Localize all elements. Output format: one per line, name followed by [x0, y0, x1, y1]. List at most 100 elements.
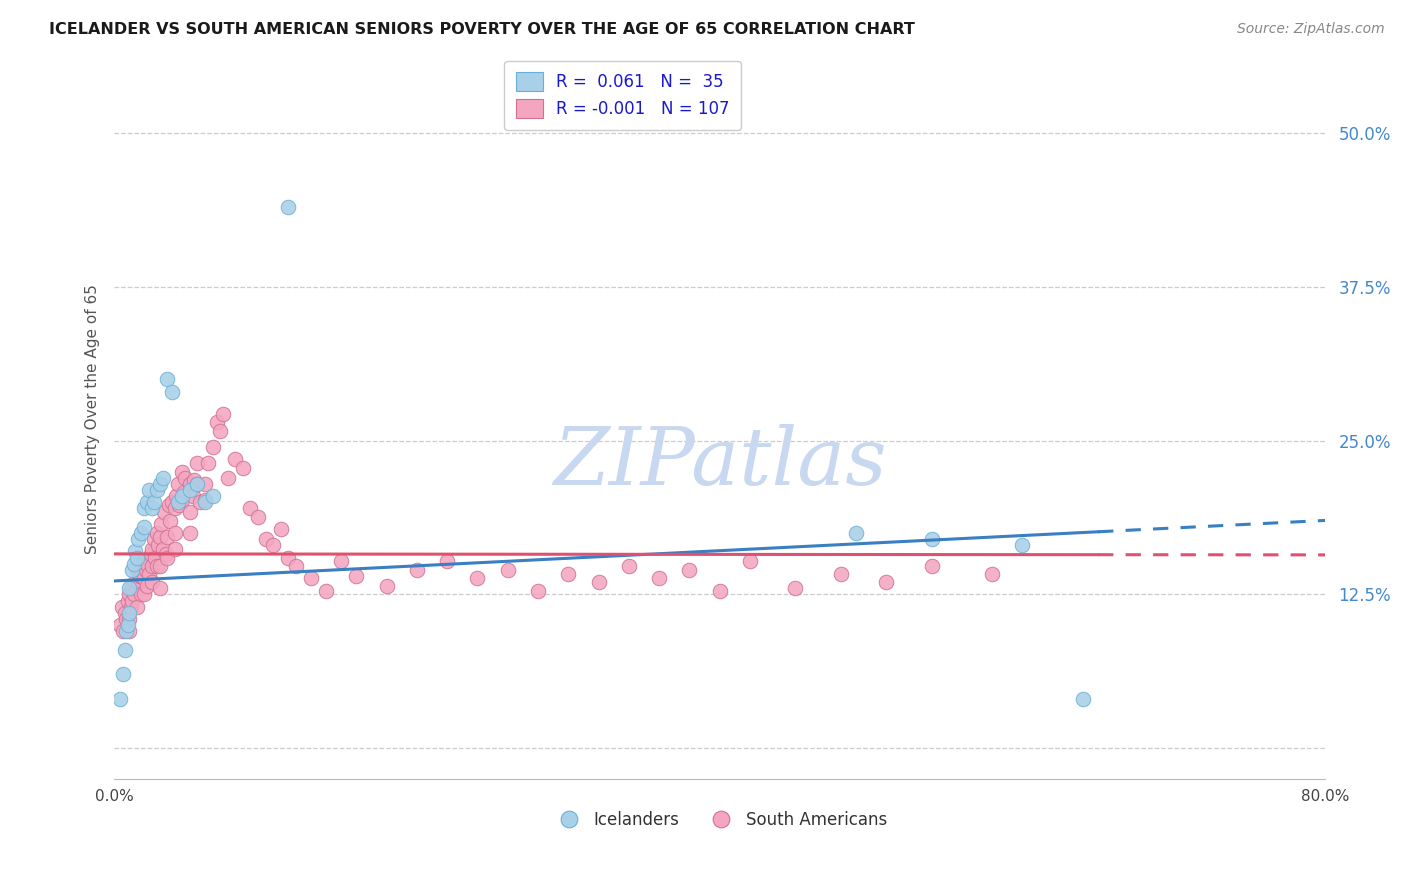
Point: [921, 559, 943, 574]
Point: [117, 593, 139, 607]
Point: [160, 384, 183, 399]
Point: [115, 612, 138, 626]
Point: [146, 538, 169, 552]
Point: [212, 407, 235, 421]
Point: [205, 415, 228, 429]
Point: [172, 465, 194, 479]
Point: [239, 501, 262, 516]
Point: [138, 483, 160, 497]
Point: [284, 559, 307, 574]
Point: [110, 618, 132, 632]
Point: [136, 579, 159, 593]
Point: [127, 532, 149, 546]
Point: [134, 554, 156, 568]
Point: [174, 470, 197, 484]
Point: [527, 583, 550, 598]
Point: [217, 470, 239, 484]
Point: [190, 495, 212, 509]
Y-axis label: Seniors Poverty Over the Age of 65: Seniors Poverty Over the Age of 65: [86, 285, 100, 554]
Point: [981, 566, 1004, 581]
Point: [143, 550, 166, 565]
Text: ICELANDER VS SOUTH AMERICAN SENIORS POVERTY OVER THE AGE OF 65 CORRELATION CHART: ICELANDER VS SOUTH AMERICAN SENIORS POVE…: [49, 22, 915, 37]
Point: [149, 559, 172, 574]
Point: [118, 606, 141, 620]
Point: [169, 498, 191, 512]
Point: [156, 550, 179, 565]
Point: [406, 563, 429, 577]
Point: [141, 541, 163, 556]
Point: [166, 495, 188, 509]
Point: [138, 566, 160, 581]
Point: [141, 559, 163, 574]
Point: [344, 569, 367, 583]
Point: [194, 476, 217, 491]
Point: [173, 485, 195, 500]
Point: [117, 618, 139, 632]
Point: [588, 575, 610, 590]
Point: [125, 599, 148, 614]
Point: [163, 541, 186, 556]
Point: [179, 526, 201, 541]
Point: [209, 424, 232, 438]
Text: ZIPatlas: ZIPatlas: [553, 424, 886, 501]
Point: [142, 495, 165, 509]
Point: [194, 495, 217, 509]
Point: [131, 587, 153, 601]
Point: [134, 520, 156, 534]
Point: [785, 582, 807, 596]
Point: [330, 554, 353, 568]
Point: [224, 452, 246, 467]
Point: [135, 563, 157, 577]
Point: [617, 559, 640, 574]
Point: [436, 554, 458, 568]
Point: [121, 563, 143, 577]
Point: [1011, 538, 1033, 552]
Point: [299, 572, 322, 586]
Point: [156, 372, 179, 386]
Point: [131, 569, 153, 583]
Point: [149, 476, 172, 491]
Point: [118, 582, 141, 596]
Point: [134, 572, 156, 586]
Point: [172, 492, 194, 507]
Point: [186, 476, 208, 491]
Point: [122, 587, 145, 601]
Point: [152, 470, 174, 484]
Point: [197, 456, 219, 470]
Point: [136, 557, 159, 571]
Point: [145, 526, 167, 541]
Point: [112, 624, 135, 639]
Point: [262, 538, 284, 552]
Point: [201, 440, 224, 454]
Point: [142, 532, 165, 546]
Point: [738, 554, 761, 568]
Point: [186, 456, 208, 470]
Point: [270, 522, 292, 536]
Point: [125, 563, 148, 577]
Point: [875, 575, 897, 590]
Point: [467, 572, 489, 586]
Point: [139, 547, 162, 561]
Point: [118, 612, 141, 626]
Point: [145, 483, 167, 497]
Point: [153, 505, 176, 519]
Point: [132, 557, 155, 571]
Point: [125, 582, 148, 596]
Point: [136, 495, 159, 509]
Point: [157, 498, 180, 512]
Point: [131, 526, 153, 541]
Point: [159, 514, 181, 528]
Point: [114, 606, 136, 620]
Point: [134, 587, 156, 601]
Point: [145, 559, 167, 574]
Point: [118, 624, 141, 639]
Point: [149, 582, 172, 596]
Point: [194, 492, 217, 507]
Point: [150, 517, 173, 532]
Point: [127, 575, 149, 590]
Point: [141, 501, 163, 516]
Point: [845, 526, 868, 541]
Point: [111, 599, 134, 614]
Point: [112, 667, 135, 681]
Point: [232, 460, 254, 475]
